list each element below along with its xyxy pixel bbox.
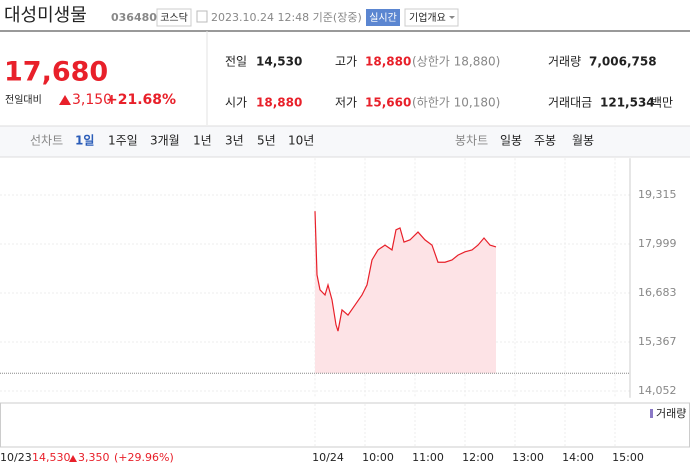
y-tick-label: 14,052 [638, 384, 677, 397]
stat-note: (상한가 18,880) [412, 55, 500, 69]
stock-code: 036480 [111, 11, 157, 24]
price-line [314, 211, 497, 332]
calendar-icon [196, 10, 208, 23]
stat-label: 전일 [225, 55, 247, 69]
x-tick-label: 10/24 [312, 451, 344, 464]
legend-swatch [650, 409, 653, 418]
x-tick-label: 15:00 [612, 451, 644, 464]
tab[interactable]: 10년 [288, 134, 314, 148]
tab-bar [0, 126, 690, 157]
stat-label: 고가 [335, 55, 357, 69]
tab[interactable]: 1일 [75, 134, 94, 148]
price: 17,680 [4, 57, 108, 88]
tab[interactable]: 1년 [193, 134, 212, 148]
company[interactable]: 기업개요 [409, 11, 446, 24]
stat-label: 저가 [335, 96, 357, 110]
stat-label: 시가 [225, 96, 247, 110]
tab[interactable]: 월봉 [572, 134, 594, 148]
y-tick-label: 17,999 [638, 237, 677, 250]
change-label: 전일대비 [5, 94, 42, 106]
stock-name: 대성미생물 [4, 5, 87, 26]
stat-unit: 백만 [651, 96, 673, 110]
change: 3,150 [72, 92, 112, 108]
realtime-badge[interactable] [366, 9, 400, 26]
stat-note: (하한가 10,180) [412, 96, 500, 110]
stat-label: 거래대금 [548, 96, 592, 110]
timestamp: 2023.10.24 12:48 기준(장중) [211, 11, 362, 24]
prev-date: 10/23 [0, 451, 32, 464]
x-tick-label: 11:00 [412, 451, 444, 464]
tab[interactable]: 3개월 [150, 134, 180, 148]
realtime[interactable]: 실시간 [369, 12, 397, 24]
stat-value: 18,880 [256, 96, 302, 110]
dropdown-icon [449, 16, 455, 19]
stat-value: 14,530 [256, 55, 302, 69]
stat-value: 15,660 [365, 96, 411, 110]
tab[interactable]: 일봉 [500, 134, 522, 148]
x-tick-label: 14:00 [562, 451, 594, 464]
volume-panel [0, 402, 690, 448]
change-rate: +21.68% [106, 92, 176, 108]
prev-close: 14,530 [32, 451, 71, 464]
prev-change: 3,350 [78, 451, 110, 464]
volume-legend: 거래량 [656, 407, 686, 420]
tab-group-label: 선차트 [30, 134, 63, 148]
company-button[interactable] [404, 8, 459, 27]
market-badge [156, 8, 192, 27]
x-tick-label: 12:00 [462, 451, 494, 464]
stat-value: 18,880 [365, 55, 411, 69]
tab[interactable]: 3년 [225, 134, 244, 148]
y-tick-label: 15,367 [638, 335, 677, 348]
up-arrow [69, 455, 77, 462]
x-tick-label: 13:00 [512, 451, 544, 464]
tab[interactable]: 주봉 [534, 134, 556, 148]
x-tick-label: 10:00 [362, 451, 394, 464]
tab-group-label: 봉차트 [455, 134, 488, 148]
prev-rate: (+29.96%) [114, 451, 174, 464]
tab[interactable]: 1주일 [108, 134, 138, 148]
market: 코스닥 [160, 12, 188, 24]
stat-value: 121,534 [600, 96, 655, 110]
tab[interactable]: 5년 [257, 134, 276, 148]
price-area [315, 211, 496, 374]
stat-value: 7,006,758 [589, 55, 657, 69]
y-tick-label: 19,315 [638, 188, 677, 201]
up-arrow [59, 95, 71, 105]
stat-label: 거래량 [548, 55, 581, 69]
y-tick-label: 16,683 [638, 286, 677, 299]
